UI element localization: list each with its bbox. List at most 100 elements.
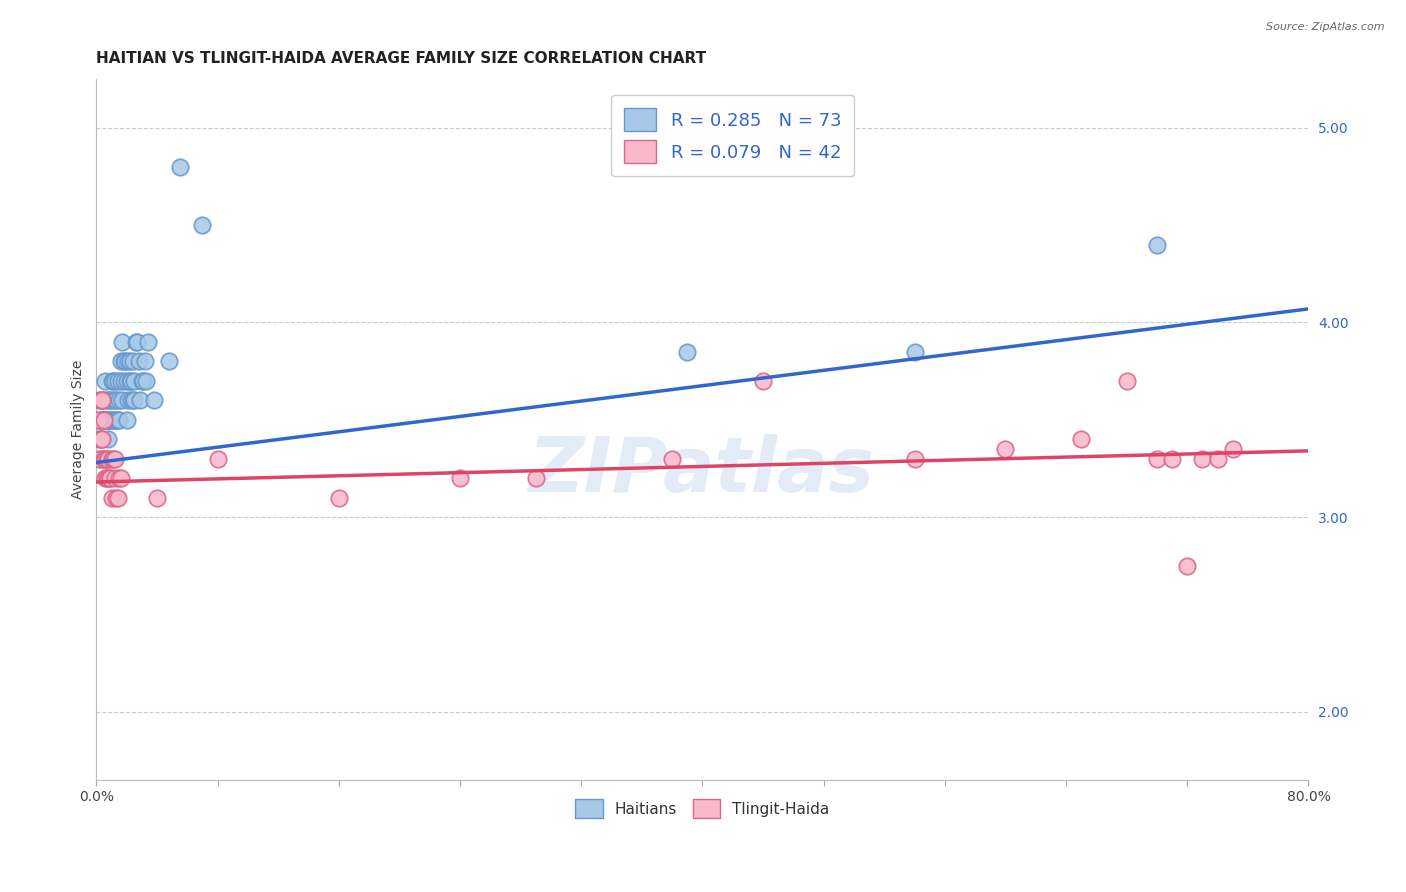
Point (94, 413, 117, 427)
Point (142, 393, 165, 408)
Point (89, 432, 111, 446)
Point (91, 413, 114, 427)
Point (87, 413, 110, 427)
Point (91, 413, 114, 427)
Point (94, 471, 117, 485)
Point (93, 413, 115, 427)
Point (103, 393, 125, 408)
Point (100, 374, 122, 388)
Point (125, 334, 148, 349)
Point (103, 471, 125, 485)
Point (105, 393, 128, 408)
Point (90, 451, 112, 466)
Point (134, 354, 156, 368)
Point (1222, 442, 1244, 456)
Point (98, 413, 121, 427)
Point (117, 354, 139, 368)
Point (121, 393, 143, 408)
Point (122, 374, 145, 388)
Point (135, 374, 157, 388)
Point (328, 491, 350, 505)
Point (93, 393, 115, 408)
Point (100, 393, 122, 408)
Point (661, 451, 683, 466)
Point (524, 471, 547, 485)
Point (131, 374, 153, 388)
Legend: Haitians, Tlingit-Haida: Haitians, Tlingit-Haida (569, 793, 835, 824)
Y-axis label: Average Family Size: Average Family Size (72, 359, 86, 500)
Point (994, 442, 1017, 456)
Point (169, 160, 191, 174)
Point (105, 413, 128, 427)
Point (903, 451, 925, 466)
Point (115, 413, 138, 427)
Point (121, 354, 143, 368)
Point (96, 393, 118, 408)
Point (96, 451, 118, 466)
Point (93, 413, 115, 427)
Point (101, 374, 124, 388)
Point (122, 393, 145, 408)
Point (157, 354, 180, 368)
Point (98, 413, 121, 427)
Point (1070, 432, 1092, 446)
Point (1206, 451, 1229, 466)
Text: ZIPatlas: ZIPatlas (530, 434, 876, 508)
Point (98, 471, 121, 485)
Point (103, 413, 125, 427)
Point (103, 451, 125, 466)
Point (120, 393, 142, 408)
Point (94, 374, 117, 388)
Point (118, 354, 141, 368)
Point (93, 451, 115, 466)
Point (96, 471, 118, 485)
Point (108, 393, 131, 408)
Point (112, 354, 135, 368)
Point (98, 471, 121, 485)
Point (91, 432, 114, 446)
Point (101, 451, 124, 466)
Point (127, 334, 149, 349)
Point (97, 451, 120, 466)
Point (93, 451, 115, 466)
Point (89, 393, 111, 408)
Point (108, 471, 131, 485)
Point (752, 374, 775, 388)
Point (105, 491, 128, 505)
Point (449, 471, 471, 485)
Point (1175, 558, 1198, 573)
Point (107, 374, 129, 388)
Point (129, 393, 152, 408)
Point (90, 432, 112, 446)
Point (100, 491, 122, 505)
Point (107, 491, 129, 505)
Text: Source: ZipAtlas.com: Source: ZipAtlas.com (1267, 22, 1385, 32)
Point (110, 354, 132, 368)
Point (120, 374, 142, 388)
Point (146, 491, 169, 505)
Point (90, 393, 112, 408)
Point (903, 344, 925, 359)
Point (107, 413, 129, 427)
Point (111, 334, 134, 349)
Point (100, 413, 122, 427)
Point (90, 393, 112, 408)
Point (96, 413, 118, 427)
Point (112, 374, 135, 388)
Point (110, 374, 132, 388)
Point (87, 413, 110, 427)
Point (89, 451, 111, 466)
Point (1191, 451, 1213, 466)
Point (94, 451, 117, 466)
Point (100, 451, 122, 466)
Point (108, 413, 131, 427)
Point (97, 413, 120, 427)
Point (1146, 451, 1168, 466)
Text: HAITIAN VS TLINGIT-HAIDA AVERAGE FAMILY SIZE CORRELATION CHART: HAITIAN VS TLINGIT-HAIDA AVERAGE FAMILY … (97, 51, 706, 66)
Point (97, 393, 120, 408)
Point (1115, 374, 1137, 388)
Point (132, 374, 155, 388)
Point (103, 374, 125, 388)
Point (97, 432, 120, 446)
Point (114, 354, 136, 368)
